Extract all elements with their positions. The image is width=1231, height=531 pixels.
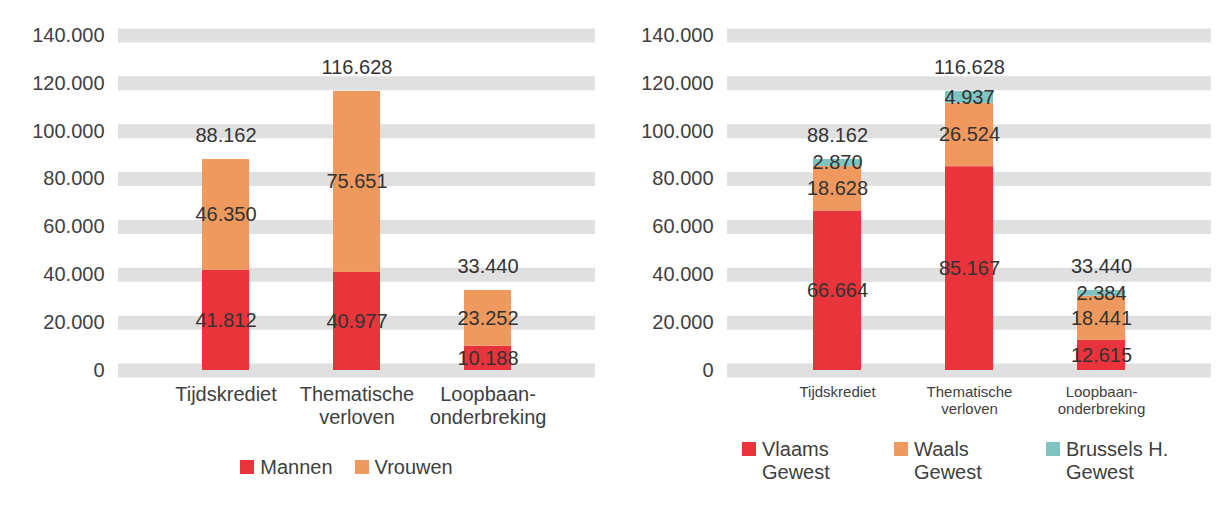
svg-text:116.628: 116.628 bbox=[322, 56, 393, 78]
svg-text:2.870: 2.870 bbox=[812, 151, 862, 173]
html-text:Vrouwen: Vrouwen bbox=[374, 456, 453, 478]
svg-text:66.664: 66.664 bbox=[807, 279, 868, 301]
svg-text:40.977: 40.977 bbox=[326, 310, 387, 332]
svg-text:Thematischeverloven: Thematischeverloven bbox=[300, 383, 415, 428]
svg-text:88.162: 88.162 bbox=[195, 124, 256, 146]
svg-text:41.812: 41.812 bbox=[195, 309, 256, 331]
svg-text:4.937: 4.937 bbox=[944, 86, 994, 108]
svg-text:120.000: 120.000 bbox=[641, 72, 713, 94]
svg-text:40.000: 40.000 bbox=[43, 263, 104, 285]
svg-text:80.000: 80.000 bbox=[652, 167, 713, 189]
svg-text:140.000: 140.000 bbox=[32, 24, 104, 46]
html-text:Brussels H. Gewest: Brussels H. Gewest bbox=[1066, 438, 1169, 483]
svg-text:80.000: 80.000 bbox=[43, 167, 104, 189]
svg-text:46.350: 46.350 bbox=[195, 203, 256, 225]
svg-text:12.615: 12.615 bbox=[1071, 344, 1132, 366]
svg-text:2.384: 2.384 bbox=[1076, 282, 1126, 304]
html-text:Vlaams Gewest: Vlaams Gewest bbox=[762, 438, 830, 483]
svg-text:26.524: 26.524 bbox=[939, 123, 1000, 145]
svg-text:18.441: 18.441 bbox=[1071, 307, 1132, 329]
svg-text:Thematischeverloven: Thematischeverloven bbox=[927, 383, 1013, 417]
svg-text:85.167: 85.167 bbox=[939, 257, 1000, 279]
svg-text:Tijdskrediet: Tijdskrediet bbox=[175, 383, 277, 405]
html-text:Waals Gewest: Waals Gewest bbox=[914, 438, 982, 483]
svg-text:116.628: 116.628 bbox=[934, 56, 1005, 78]
svg-text:33.440: 33.440 bbox=[457, 255, 518, 277]
svg-text:20.000: 20.000 bbox=[652, 311, 713, 333]
svg-text:100.000: 100.000 bbox=[641, 120, 713, 142]
svg-text:120.000: 120.000 bbox=[32, 72, 104, 94]
html-text:Mannen: Mannen bbox=[260, 456, 333, 478]
svg-text:Loopbaan-onderbreking: Loopbaan-onderbreking bbox=[430, 383, 547, 428]
svg-text:40.000: 40.000 bbox=[652, 263, 713, 285]
svg-text:23.252: 23.252 bbox=[457, 307, 518, 329]
svg-text:18.628: 18.628 bbox=[807, 177, 868, 199]
svg-text:100.000: 100.000 bbox=[32, 120, 104, 142]
svg-text:10.188: 10.188 bbox=[457, 347, 518, 369]
svg-text:140.000: 140.000 bbox=[641, 24, 713, 46]
svg-text:0: 0 bbox=[702, 359, 713, 381]
svg-text:Tijdskrediet: Tijdskrediet bbox=[799, 383, 876, 400]
svg-text:60.000: 60.000 bbox=[652, 215, 713, 237]
svg-text:20.000: 20.000 bbox=[43, 311, 104, 333]
svg-text:0: 0 bbox=[93, 359, 104, 381]
svg-text:Loopbaan-onderbreking: Loopbaan-onderbreking bbox=[1058, 383, 1146, 417]
svg-text:75.651: 75.651 bbox=[326, 170, 387, 192]
svg-text:60.000: 60.000 bbox=[43, 215, 104, 237]
svg-text:88.162: 88.162 bbox=[807, 124, 868, 146]
svg-text:33.440: 33.440 bbox=[1071, 255, 1132, 277]
